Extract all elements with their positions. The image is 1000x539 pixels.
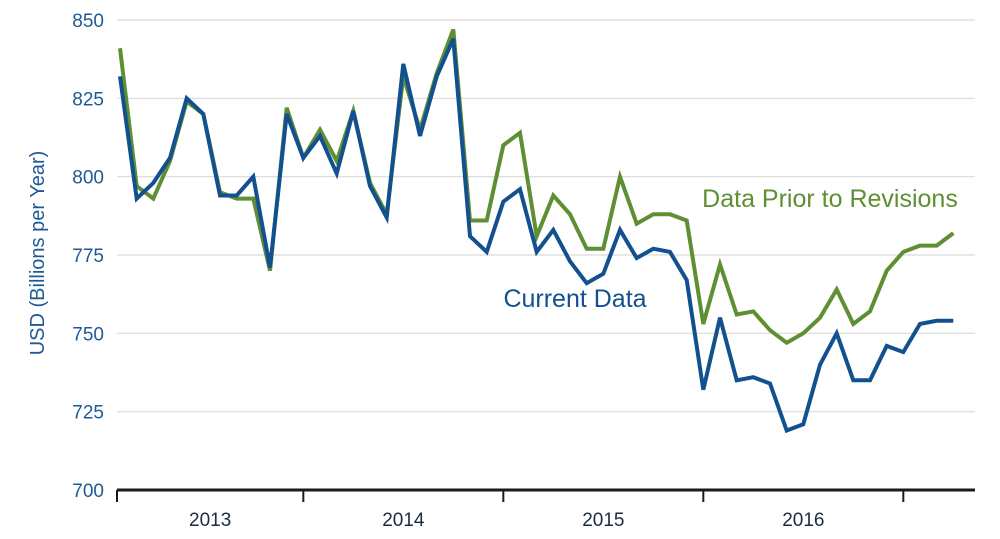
y-tick-label: 850 [72, 11, 104, 32]
y-tick-label: 800 [72, 168, 104, 189]
series-label-current: Current Data [503, 285, 646, 313]
x-tick-label: 2014 [382, 510, 425, 531]
x-axis: 2013 2014 2015 2016 [116, 488, 975, 531]
y-axis-ticks: 700 725 750 775 800 825 850 [72, 11, 104, 502]
x-tick-label: 2015 [582, 510, 624, 531]
series-line-prior [118, 28, 955, 346]
y-tick-label: 775 [72, 246, 104, 267]
series-label-prior: Data Prior to Revisions [702, 185, 958, 213]
x-tick-label: 2013 [189, 510, 231, 531]
series-lines [118, 28, 955, 434]
x-tick-label: 2016 [782, 510, 824, 531]
y-tick-label: 825 [72, 89, 104, 110]
gridlines [117, 19, 975, 413]
y-axis-title: USD (Billions per Year) [27, 151, 49, 356]
y-tick-label: 725 [72, 403, 104, 424]
y-tick-label: 750 [72, 324, 104, 345]
y-tick-label: 700 [72, 481, 104, 502]
series-line-current [118, 37, 954, 434]
